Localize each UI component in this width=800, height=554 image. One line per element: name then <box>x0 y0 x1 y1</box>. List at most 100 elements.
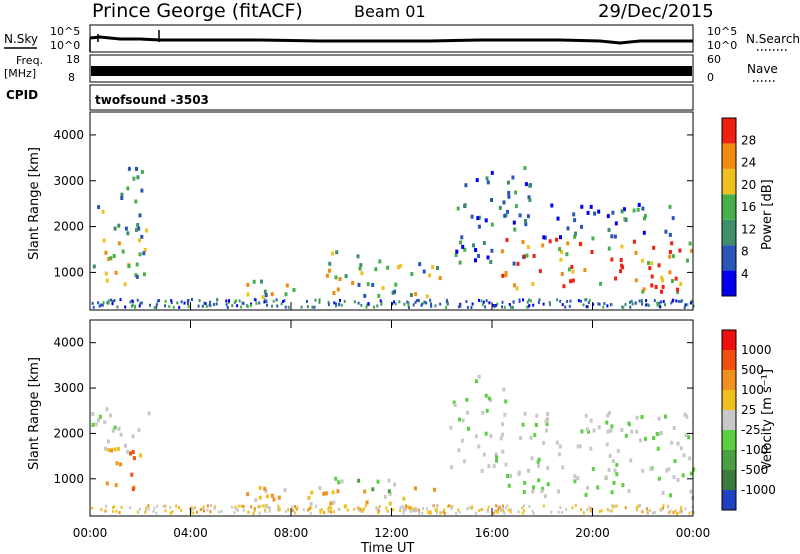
power-cell <box>518 213 522 218</box>
velocity-cell <box>131 487 135 492</box>
power-ground-cell <box>183 301 186 305</box>
power-cell <box>523 166 527 171</box>
velocity-cell <box>546 412 550 417</box>
power-ground-cell <box>527 305 530 309</box>
velocity-ground-cell <box>517 510 520 514</box>
power-ground-cell <box>215 302 218 306</box>
power-cell <box>528 183 532 188</box>
power-cell <box>571 278 575 283</box>
velocity-cell <box>466 410 470 415</box>
velocity-ground-cell <box>237 504 240 508</box>
velocity-ytick-label: 1000 <box>53 472 84 486</box>
velocity-ground-cell <box>291 508 294 512</box>
power-cell <box>490 198 493 202</box>
power-ytick-label: 1000 <box>53 265 84 279</box>
velocity-ground-cell <box>502 504 504 508</box>
power-ground-cell <box>690 299 693 303</box>
power-ground-cell <box>158 299 161 302</box>
power-ground-cell <box>360 303 363 307</box>
power-cell <box>634 250 638 255</box>
power-cell <box>366 282 370 287</box>
power-ground-cell <box>203 301 206 305</box>
velocity-ground-cell <box>506 504 509 508</box>
velocity-cell <box>535 413 539 418</box>
velocity-ground-cell <box>487 505 490 509</box>
velocity-ground-cell <box>646 507 649 511</box>
velocity-cell <box>474 434 478 439</box>
velocity-cell <box>531 489 535 494</box>
power-cell <box>676 287 680 292</box>
power-cell <box>138 213 142 218</box>
power-cell <box>105 278 109 283</box>
velocity-cell <box>609 428 613 433</box>
power-ground-cell <box>585 298 588 302</box>
power-ground-cell <box>231 304 234 308</box>
power-cell <box>334 275 338 280</box>
velocity-cell <box>669 493 672 498</box>
power-cell <box>620 209 624 214</box>
power-ground-cell <box>656 303 659 307</box>
power-cell <box>664 229 668 234</box>
power-colorbar-tick: 16 <box>741 200 756 214</box>
velocity-cell <box>606 413 610 418</box>
velocity-cell <box>428 510 432 515</box>
velocity-ground-cell <box>118 511 121 514</box>
power-ground-cell <box>240 305 243 309</box>
velocity-cell <box>504 462 508 467</box>
power-ground-cell <box>597 302 600 306</box>
power-ground-cell <box>205 304 208 308</box>
velocity-cell <box>533 433 537 438</box>
velocity-ground-cell <box>144 511 147 514</box>
power-cell <box>562 284 566 289</box>
xaxis-label: Time UT <box>360 541 414 554</box>
power-cell <box>516 261 520 266</box>
power-ground-cell <box>542 302 545 306</box>
velocity-ground-cell <box>639 504 641 507</box>
velocity-ground-cell <box>449 505 452 509</box>
power-cell <box>566 241 570 246</box>
velocity-ground-cell <box>235 507 238 511</box>
velocity-ground-cell <box>192 511 195 515</box>
velocity-cell <box>657 432 661 436</box>
power-ground-cell <box>357 301 360 305</box>
power-cell <box>455 249 459 254</box>
velocity-ground-cell <box>112 506 114 509</box>
velocity-ground-cell <box>346 508 349 512</box>
power-cell <box>679 282 683 287</box>
power-ground-cell <box>641 302 644 306</box>
power-cell <box>363 293 367 298</box>
power-ground-cell <box>311 305 314 309</box>
velocity-cell <box>620 427 624 432</box>
velocity-ground-cell <box>523 509 526 513</box>
velocity-cell <box>402 508 406 513</box>
power-colorbar-swatch <box>722 270 736 296</box>
power-ground-cell <box>568 304 571 308</box>
power-ground-cell <box>406 300 409 304</box>
power-ground-cell <box>566 300 569 303</box>
power-cell <box>335 250 339 255</box>
velocity-ground-cell <box>327 509 330 513</box>
power-cell <box>506 209 509 214</box>
power-cell <box>597 209 601 214</box>
velocity-ground-cell <box>91 506 94 510</box>
power-ground-cell <box>101 303 104 307</box>
power-ground-cell <box>624 303 627 306</box>
power-colorbar-tick: 8 <box>741 245 749 259</box>
power-cell <box>620 244 624 249</box>
power-ground-cell <box>255 301 258 305</box>
power-cell <box>619 269 623 274</box>
power-cell <box>521 240 525 244</box>
power-ground-cell <box>187 302 189 306</box>
nsearch-tick-low: 10^0 <box>707 39 737 52</box>
velocity-ground-cell <box>600 509 603 513</box>
power-cell <box>381 286 385 291</box>
power-ground-cell <box>131 303 134 307</box>
power-colorbar-swatch <box>722 168 736 195</box>
velocity-cell <box>103 420 107 425</box>
velocity-cell <box>139 453 143 458</box>
power-ground-cell <box>170 301 173 305</box>
velocity-cell <box>605 442 609 447</box>
power-cell <box>104 250 108 255</box>
power-cell <box>505 238 509 242</box>
power-ground-cell <box>110 298 113 302</box>
